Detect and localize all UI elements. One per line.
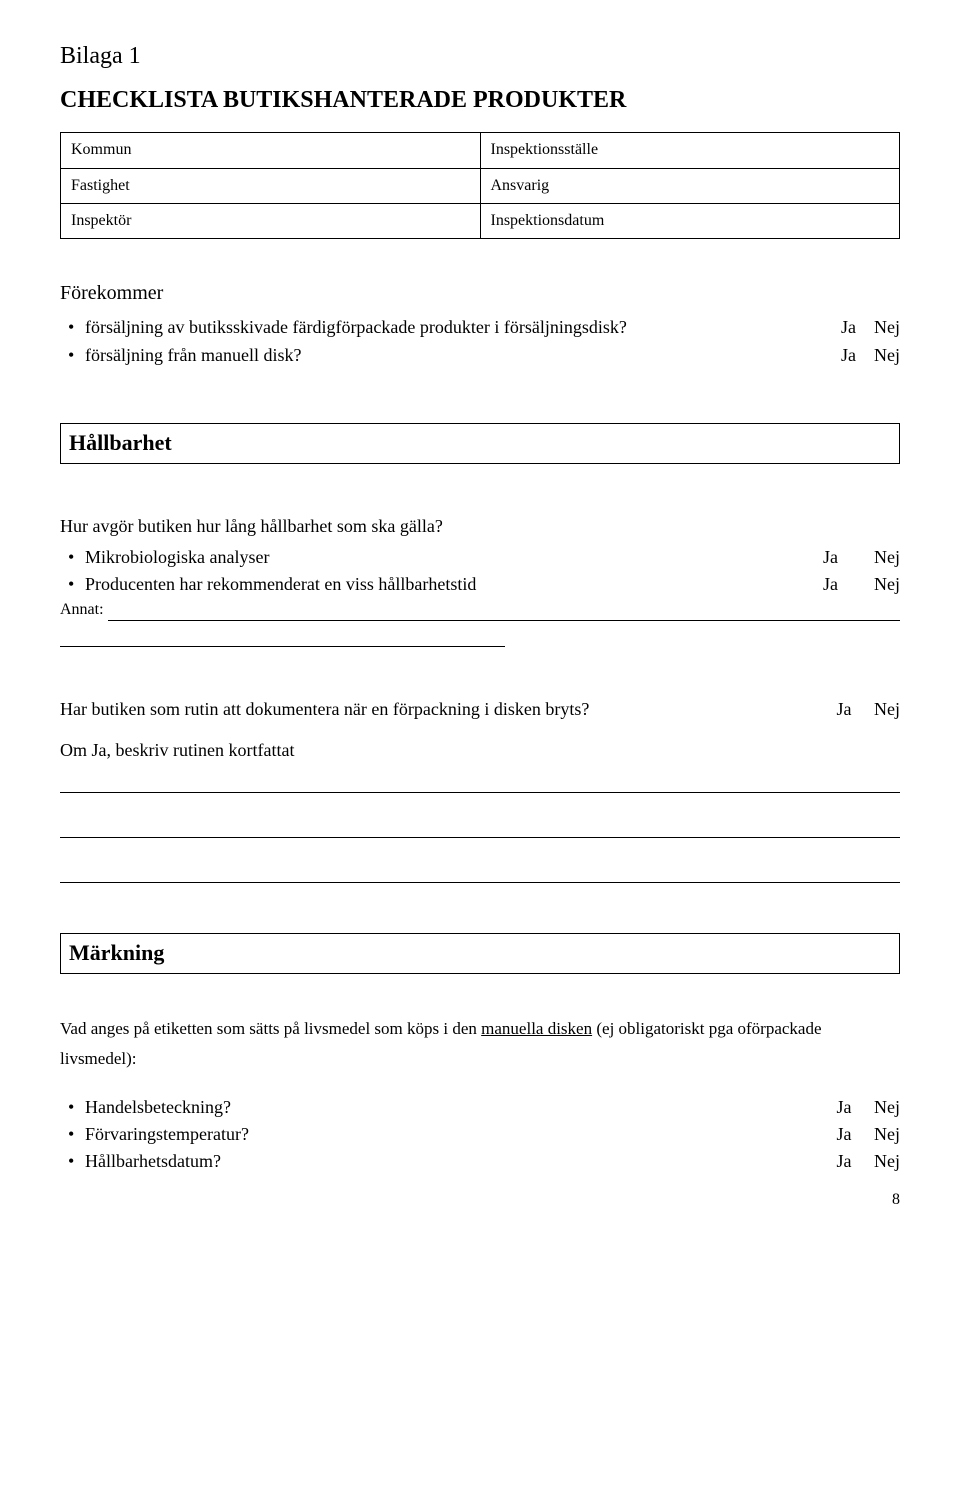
ja-nej-options[interactable]: Ja Nej bbox=[807, 1122, 901, 1147]
annat-label: Annat: bbox=[60, 599, 104, 621]
ja-nej-options[interactable]: Ja Nej bbox=[783, 572, 900, 597]
hallbarhet-list: Mikrobiologiska analyser Ja Nej Producen… bbox=[60, 545, 900, 597]
ja-nej-options[interactable]: Ja Nej bbox=[821, 343, 900, 368]
info-cell-kommun[interactable]: Kommun bbox=[61, 133, 481, 168]
item-text: Producenten har rekommenderat en viss hå… bbox=[85, 572, 783, 597]
bullet-icon bbox=[60, 1149, 85, 1174]
item-text: Förvaringstemperatur? bbox=[85, 1122, 807, 1147]
hallbarhet-question: Hur avgör butiken hur lång hållbarhet so… bbox=[60, 514, 900, 539]
forekommer-heading: Förekommer bbox=[60, 279, 900, 307]
ja-nej-options[interactable]: Ja Nej bbox=[807, 1149, 901, 1174]
info-cell-ansvarig[interactable]: Ansvarig bbox=[480, 168, 900, 203]
forekommer-list: försäljning av butiksskivade färdigförpa… bbox=[60, 315, 900, 367]
appendix-label: Bilaga 1 bbox=[60, 40, 900, 74]
annat-line[interactable]: Annat: bbox=[60, 599, 900, 621]
info-cell-fastighet[interactable]: Fastighet bbox=[61, 168, 481, 203]
list-item: Mikrobiologiska analyser Ja Nej bbox=[60, 545, 900, 570]
annat-input-line[interactable] bbox=[108, 620, 900, 621]
markning-list: Handelsbeteckning? Ja Nej Förvaringstemp… bbox=[60, 1095, 900, 1175]
ja-nej-options[interactable]: Ja Nej bbox=[817, 697, 901, 722]
bullet-icon bbox=[60, 572, 85, 597]
list-item: Hållbarhetsdatum? Ja Nej bbox=[60, 1149, 900, 1174]
ja-nej-options[interactable]: Ja Nej bbox=[683, 545, 900, 570]
rutin-followup: Om Ja, beskriv rutinen kortfattat bbox=[60, 738, 900, 763]
item-text: Handelsbeteckning? bbox=[85, 1095, 807, 1120]
ja-nej-options[interactable]: Ja Nej bbox=[821, 315, 900, 340]
item-text: Mikrobiologiska analyser bbox=[85, 545, 683, 570]
markning-intro: Vad anges på etiketten som sätts på livs… bbox=[60, 1014, 900, 1075]
bullet-icon bbox=[60, 1095, 85, 1120]
item-text: Hållbarhetsdatum? bbox=[85, 1149, 807, 1174]
page-number: 8 bbox=[60, 1189, 900, 1211]
input-line[interactable] bbox=[60, 773, 900, 793]
info-table: Kommun Inspektionsställe Fastighet Ansva… bbox=[60, 132, 900, 239]
list-item: Förvaringstemperatur? Ja Nej bbox=[60, 1122, 900, 1147]
rutin-input-lines[interactable] bbox=[60, 773, 900, 883]
markning-heading-box: Märkning bbox=[60, 933, 900, 974]
info-cell-inspektor[interactable]: Inspektör bbox=[61, 203, 481, 238]
list-item: Producenten har rekommenderat en viss hå… bbox=[60, 572, 900, 597]
underlined-text: manuella disken bbox=[481, 1019, 592, 1038]
bullet-icon bbox=[60, 1122, 85, 1147]
input-line[interactable] bbox=[60, 863, 900, 883]
info-cell-inspektionsstalle[interactable]: Inspektionsställe bbox=[480, 133, 900, 168]
rutin-question-row: Har butiken som rutin att dokumentera nä… bbox=[60, 697, 900, 722]
hallbarhet-heading: Hållbarhet bbox=[69, 428, 891, 459]
item-text: försäljning av butiksskivade färdigförpa… bbox=[85, 315, 821, 340]
bullet-icon bbox=[60, 343, 85, 368]
info-cell-inspektionsdatum[interactable]: Inspektionsdatum bbox=[480, 203, 900, 238]
item-text: försäljning från manuell disk? bbox=[85, 343, 821, 368]
bullet-icon bbox=[60, 545, 85, 570]
ja-nej-options[interactable]: Ja Nej bbox=[807, 1095, 901, 1120]
hallbarhet-heading-box: Hållbarhet bbox=[60, 423, 900, 464]
rutin-question: Har butiken som rutin att dokumentera nä… bbox=[60, 697, 817, 722]
markning-heading: Märkning bbox=[69, 938, 891, 969]
bullet-icon bbox=[60, 315, 85, 340]
annat-input-line-2[interactable] bbox=[60, 627, 505, 647]
list-item: försäljning från manuell disk? Ja Nej bbox=[60, 343, 900, 368]
list-item: försäljning av butiksskivade färdigförpa… bbox=[60, 315, 900, 340]
page-title: CHECKLISTA BUTIKSHANTERADE PRODUKTER bbox=[60, 84, 900, 118]
input-line[interactable] bbox=[60, 818, 900, 838]
list-item: Handelsbeteckning? Ja Nej bbox=[60, 1095, 900, 1120]
